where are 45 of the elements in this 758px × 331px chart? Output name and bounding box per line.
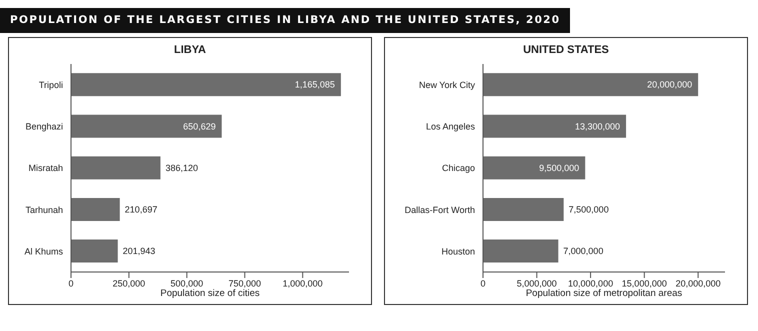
x-tick-label: 0 <box>68 278 74 288</box>
bar <box>483 114 626 138</box>
y-tick-label: Dallas-Fort Worth <box>404 204 475 215</box>
data-label: 386,120 <box>165 162 198 173</box>
x-tick-label: 5,000,000 <box>516 278 557 288</box>
data-label: 1,165,085 <box>294 80 335 90</box>
x-tick-label: 750,000 <box>228 278 262 288</box>
x-axis-title: Population size of cities <box>159 288 261 299</box>
bar <box>483 240 558 263</box>
data-label: 210,697 <box>124 204 158 214</box>
y-tick-label: Tripoli <box>38 80 63 90</box>
x-tick-label: 20,000,000 <box>676 278 721 288</box>
x-tick-label: 1,000,000 <box>282 278 323 288</box>
y-tick-label: Tarhunah <box>25 204 63 215</box>
chart-title: LIBYA <box>173 44 207 58</box>
y-tick-label: Al Khums <box>24 246 64 256</box>
bar <box>483 73 698 96</box>
text: POPULATION OF THE LARGEST CITIES IN LIBYA AND THE UNITED STATES, 2020 <box>0 8 570 33</box>
data-label: 201,943 <box>122 246 156 256</box>
bar <box>483 198 564 221</box>
y-tick-label: Houston <box>441 246 475 256</box>
y-tick-label: Benghazi <box>25 122 63 132</box>
x-tick-label: 15,000,000 <box>622 278 667 288</box>
data-label: 9,500,000 <box>539 162 580 173</box>
y-tick-label: Misratah <box>28 163 63 174</box>
x-tick-label: 10,000,000 <box>568 278 614 288</box>
bar <box>71 198 120 221</box>
data-label: 650,629 <box>183 121 216 132</box>
y-tick-label: Chicago <box>442 163 475 174</box>
y-tick-label: New York City <box>418 80 476 90</box>
bar <box>71 73 341 96</box>
data-label: 7,000,000 <box>563 246 604 256</box>
x-axis-title: Population size of metropolitan areas <box>524 288 684 299</box>
data-label: 7,500,000 <box>568 204 609 214</box>
bar <box>483 156 586 180</box>
data-label: 13,300,000 <box>575 121 620 132</box>
x-tick-label: 500,000 <box>170 278 204 288</box>
bar <box>71 114 222 138</box>
chart-title: UNITED STATES <box>522 44 610 58</box>
bar <box>71 156 160 180</box>
bar <box>71 240 118 263</box>
y-tick-label: Los Angeles <box>426 122 476 132</box>
x-tick-label: 0 <box>480 278 486 288</box>
x-tick-label: 250,000 <box>112 278 146 288</box>
data-label: 20,000,000 <box>647 80 692 90</box>
